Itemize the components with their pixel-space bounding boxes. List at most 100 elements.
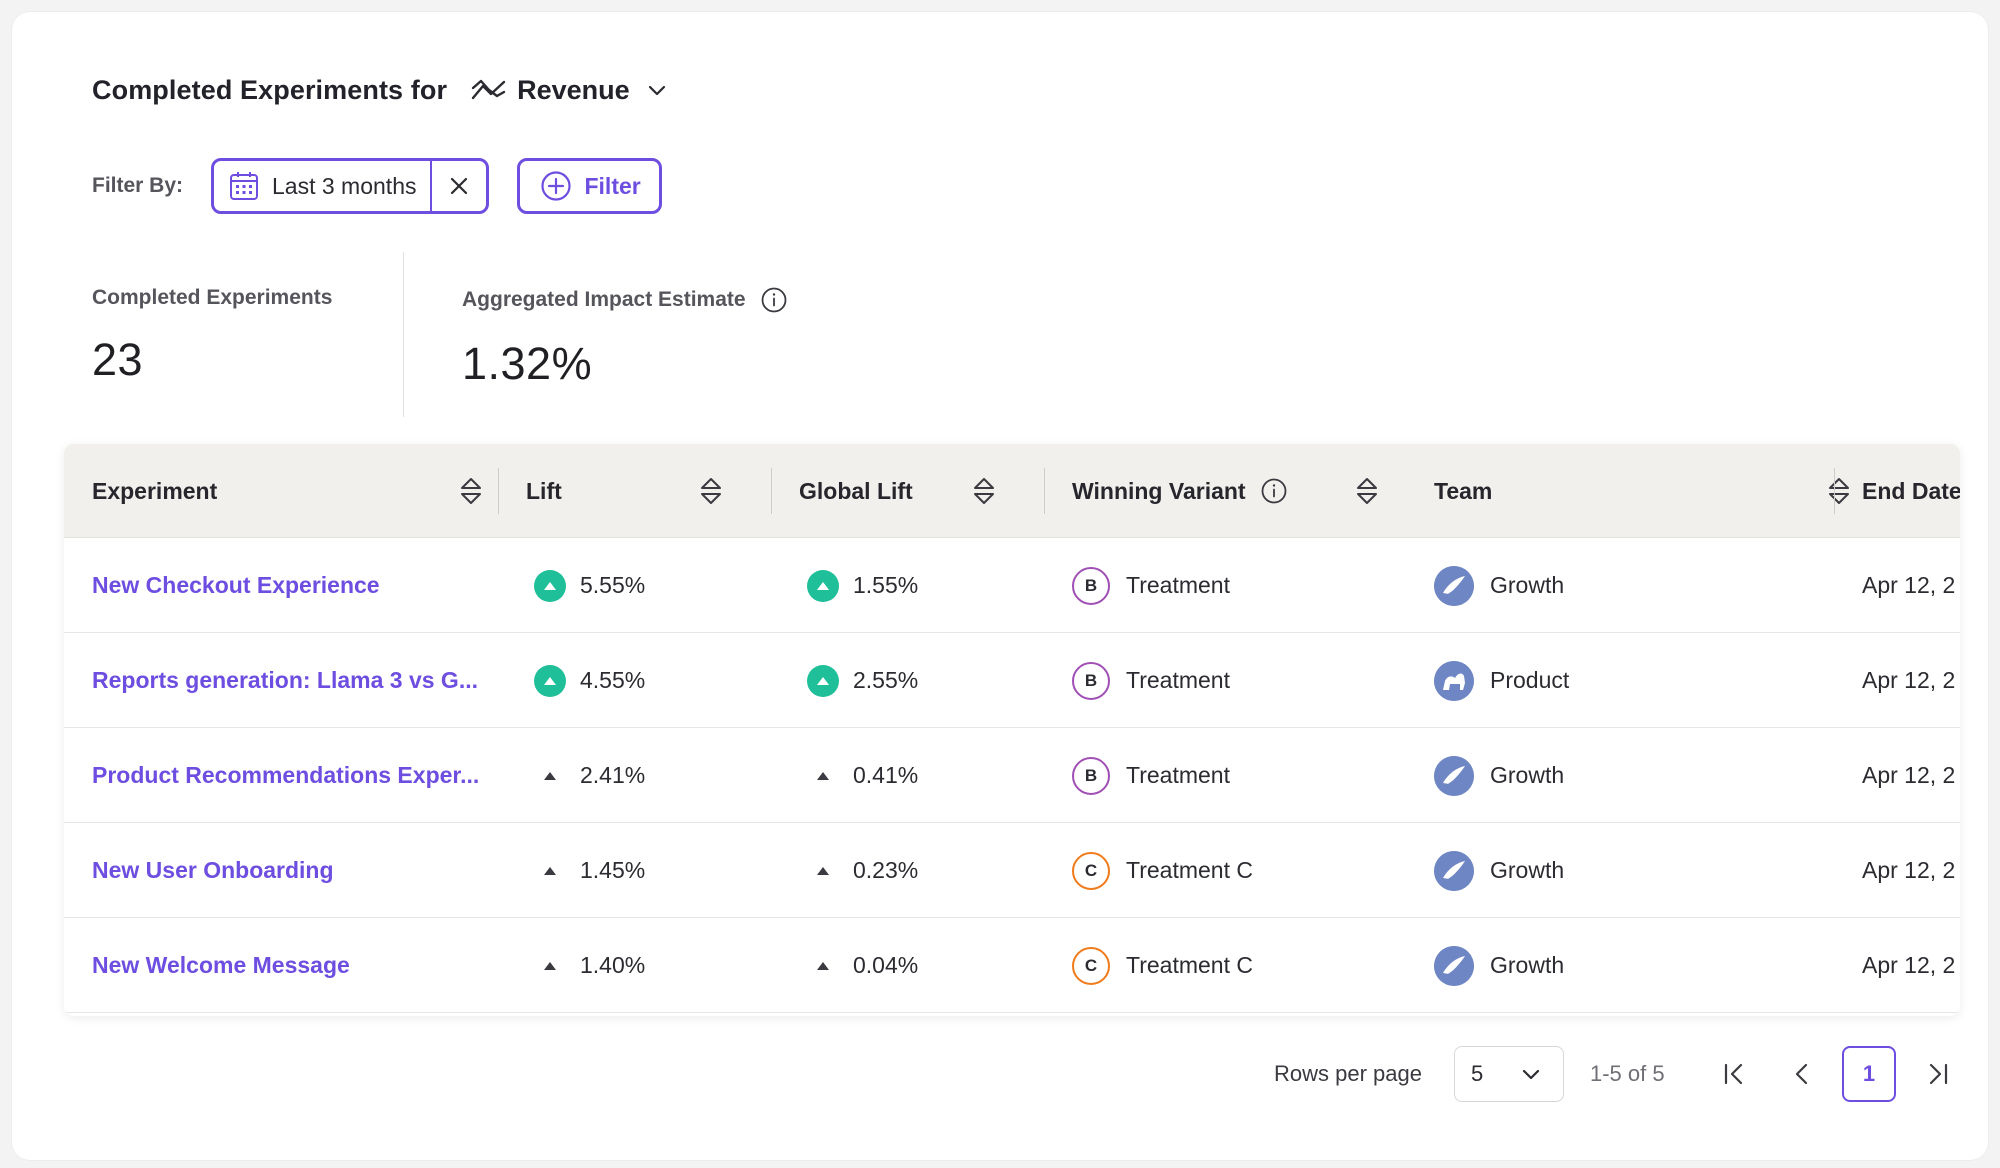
info-icon[interactable] bbox=[1260, 477, 1288, 505]
experiment-cell: Reports generation: Llama 3 vs G... bbox=[92, 633, 478, 728]
trend-icon bbox=[471, 79, 506, 100]
table-row[interactable]: New Welcome Message 1.40% 0.04% C Treatment … bbox=[64, 918, 1960, 1013]
column-header-team[interactable]: Team bbox=[1434, 444, 1864, 538]
column-label: Experiment bbox=[92, 477, 218, 504]
end-date-cell: Apr 12, 2 bbox=[1862, 538, 1955, 633]
page-range: 1-5 of 5 bbox=[1590, 1061, 1665, 1086]
lift-cell: 4.55% bbox=[534, 633, 645, 728]
experiment-link[interactable]: New Welcome Message bbox=[92, 952, 350, 978]
filter-bar: Filter By: Last 3 months bbox=[92, 158, 662, 214]
table-row[interactable]: Reports generation: Llama 3 vs G... 4.55%… bbox=[64, 633, 1960, 728]
page-1-button[interactable]: 1 bbox=[1842, 1046, 1896, 1102]
growth-team-icon bbox=[1434, 565, 1474, 606]
column-divider bbox=[1044, 468, 1045, 514]
end-date-cell: Apr 12, 2 bbox=[1862, 633, 1955, 728]
team-name: Growth bbox=[1490, 762, 1565, 788]
team-cell: Product bbox=[1434, 633, 1569, 728]
column-label: Team bbox=[1434, 477, 1493, 504]
winning-variant-cell: B Treatment bbox=[1072, 728, 1230, 823]
team-name: Growth bbox=[1490, 952, 1565, 978]
completed-experiments-stat: Completed Experiments 23 bbox=[92, 286, 332, 386]
sort-icon[interactable] bbox=[698, 474, 724, 508]
variant-badge: B bbox=[1072, 756, 1110, 795]
lift-value: 4.55% bbox=[580, 667, 646, 693]
global-lift-value: 0.41% bbox=[853, 762, 919, 788]
global-lift-value: 0.04% bbox=[853, 952, 919, 978]
end-date-cell: Apr 12, 2 bbox=[1862, 918, 1955, 1013]
add-filter-button[interactable]: Filter bbox=[517, 158, 662, 214]
chevron-down-icon bbox=[648, 85, 665, 96]
rows-per-page-select[interactable]: 5 bbox=[1454, 1046, 1564, 1102]
column-header-lift[interactable]: Lift bbox=[526, 444, 776, 538]
info-icon[interactable] bbox=[760, 286, 788, 314]
previous-page-button[interactable] bbox=[1780, 1046, 1824, 1102]
arrow-up-icon bbox=[534, 855, 566, 887]
positive-significant-icon bbox=[807, 664, 839, 697]
winning-variant-cell: C Treatment C bbox=[1072, 918, 1253, 1013]
date-range-selector[interactable]: Last 3 months bbox=[214, 161, 433, 211]
winning-variant-cell: B Treatment bbox=[1072, 633, 1230, 728]
arrow-up-icon bbox=[534, 760, 566, 792]
sort-icon[interactable] bbox=[458, 474, 484, 508]
column-header-experiment[interactable]: Experiment bbox=[92, 444, 512, 538]
end-date: Apr 12, 2 bbox=[1862, 952, 1956, 978]
close-icon bbox=[451, 177, 468, 195]
header: Completed Experiments for Revenue bbox=[92, 68, 668, 112]
lift-cell: 2.41% bbox=[534, 728, 645, 823]
global-lift-cell: 0.23% bbox=[807, 823, 918, 918]
table-row[interactable]: New Checkout Experience 5.55% 1.55% B Treatm… bbox=[64, 538, 1960, 633]
global-lift-cell: 0.04% bbox=[807, 918, 918, 1013]
stat-divider bbox=[403, 252, 404, 417]
team-cell: Growth bbox=[1434, 728, 1564, 823]
team-cell: Growth bbox=[1434, 823, 1564, 918]
stat-label: Aggregated Impact Estimate bbox=[462, 288, 746, 311]
rows-per-page-label: Rows per page bbox=[1274, 1061, 1422, 1086]
last-page-icon bbox=[1929, 1063, 1948, 1085]
table-row[interactable]: New User Onboarding 1.45% 0.23% C Treatment … bbox=[64, 823, 1960, 918]
column-header-end-date[interactable]: End Date bbox=[1862, 444, 1960, 538]
arrow-up-icon bbox=[534, 950, 566, 982]
end-date-cell: Apr 12, 2 bbox=[1862, 823, 1955, 918]
team-cell: Growth bbox=[1434, 538, 1564, 633]
lift-value: 5.55% bbox=[580, 572, 646, 598]
lift-value: 1.45% bbox=[580, 857, 646, 883]
arrow-up-icon bbox=[807, 760, 839, 792]
first-page-button[interactable] bbox=[1712, 1046, 1756, 1102]
team-name: Growth bbox=[1490, 572, 1565, 598]
sort-icon[interactable] bbox=[971, 474, 997, 508]
growth-team-icon bbox=[1434, 755, 1474, 796]
winning-variant-cell: C Treatment C bbox=[1072, 823, 1253, 918]
stat-label: Completed Experiments bbox=[92, 286, 333, 309]
sort-icon[interactable] bbox=[1354, 474, 1380, 508]
column-label: Global Lift bbox=[799, 477, 913, 504]
rows-per-page-value: 5 bbox=[1471, 1061, 1484, 1086]
lift-cell: 1.40% bbox=[534, 918, 645, 1013]
end-date: Apr 12, 2 bbox=[1862, 667, 1956, 693]
experiment-cell: Product Recommendations Exper... bbox=[92, 728, 479, 823]
table-row[interactable]: Product Recommendations Exper... 2.41% 0.4… bbox=[64, 728, 1960, 823]
column-divider bbox=[771, 468, 772, 514]
stat-label-row: Aggregated Impact Estimate bbox=[462, 286, 788, 314]
experiments-card: Completed Experiments for Revenue Filter… bbox=[12, 12, 1988, 1160]
variant-name: Treatment C bbox=[1126, 857, 1253, 883]
lift-value: 1.40% bbox=[580, 952, 646, 978]
experiment-link[interactable]: Reports generation: Llama 3 vs G... bbox=[92, 667, 478, 693]
column-header-global-lift[interactable]: Global Lift bbox=[799, 444, 1049, 538]
sort-icon[interactable] bbox=[1826, 474, 1852, 508]
experiment-link[interactable]: New Checkout Experience bbox=[92, 572, 380, 598]
variant-name: Treatment bbox=[1126, 572, 1230, 598]
calendar-icon bbox=[230, 172, 259, 200]
experiment-link[interactable]: Product Recommendations Exper... bbox=[92, 762, 480, 788]
clear-date-range-button[interactable] bbox=[432, 161, 486, 211]
date-range-label: Last 3 months bbox=[272, 172, 417, 199]
positive-significant-icon bbox=[807, 569, 839, 602]
column-header-winning-variant[interactable]: Winning Variant bbox=[1072, 444, 1412, 538]
last-page-button[interactable] bbox=[1916, 1046, 1960, 1102]
filter-label: Filter By: bbox=[92, 174, 184, 197]
variant-badge: B bbox=[1072, 661, 1110, 700]
variant-badge: C bbox=[1072, 946, 1110, 985]
lift-value: 2.41% bbox=[580, 762, 646, 788]
metric-dropdown[interactable]: Revenue bbox=[471, 75, 668, 106]
arrow-up-icon bbox=[807, 950, 839, 982]
experiment-link[interactable]: New User Onboarding bbox=[92, 857, 334, 883]
